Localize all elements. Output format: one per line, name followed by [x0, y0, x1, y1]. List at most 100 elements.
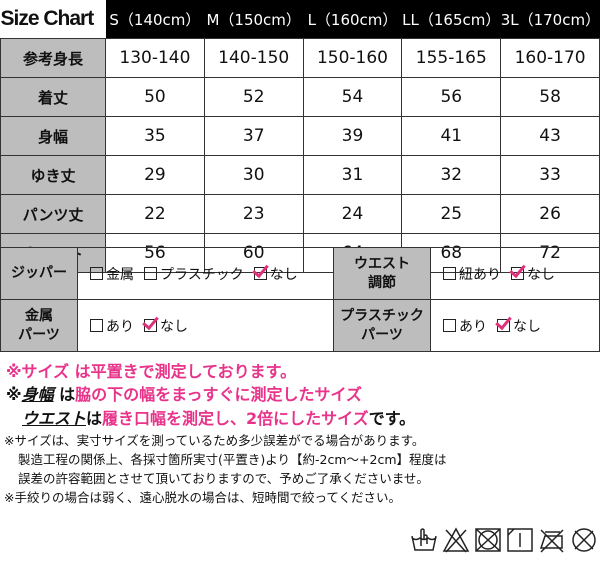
label-line: パーツ	[361, 326, 403, 343]
size-value: 54	[302, 77, 403, 117]
features-table: ジッパー 金属 プラスチック なし ウエスト 調節 紐あり なし 金属 パーツ あり なし …	[0, 247, 600, 352]
zipper-label: ジッパー	[0, 247, 78, 300]
checkbox-option: あり	[90, 318, 134, 335]
option-label: プラスチック	[160, 266, 244, 283]
size-value: 52	[203, 77, 304, 117]
size-value: 150-160	[302, 38, 403, 78]
plastic-parts-label: プラスチック パーツ	[333, 299, 431, 352]
checked-box-icon	[511, 266, 524, 280]
size-value: 30	[203, 155, 304, 195]
zipper-options: 金属 プラスチック なし	[77, 247, 334, 300]
note-mark: ※	[6, 385, 22, 404]
option-label: なし	[160, 318, 188, 335]
option-label: 紐あり	[459, 266, 501, 283]
size-header: M（150cm）	[204, 0, 304, 39]
size-value: 33	[500, 155, 600, 195]
plastic-parts-options: あり なし	[430, 299, 600, 352]
no-dry-clean-icon	[572, 528, 596, 552]
option-label: なし	[269, 266, 298, 283]
option-label: なし	[527, 266, 555, 283]
size-value: 58	[500, 77, 600, 117]
label-line: ウエスト	[354, 255, 410, 272]
row-label: パンツ丈	[0, 194, 106, 234]
checkbox-icon	[443, 318, 456, 332]
size-row: ゆき丈 29 30 31 32 33	[0, 155, 600, 195]
row-label: 着丈	[0, 77, 106, 117]
option-label: あり	[459, 318, 487, 335]
size-header-row: Size Chart S（140cm） M（150cm） L（160cm） LL…	[0, 0, 600, 39]
note-body-width: ※身幅 は脇の下の幅をまっすぐに測定したサイズ	[6, 381, 362, 405]
waist-adjust-options: 紐あり なし	[430, 247, 600, 300]
checkbox-option: 紐あり	[443, 266, 501, 283]
checkbox-icon	[443, 266, 456, 280]
note-term: ウエスト	[22, 409, 87, 428]
note-highlight: 脇の下の幅をまっすぐに測定したサイズ	[75, 385, 363, 404]
note-waist: ウエストは履き口幅を測定し、2倍にしたサイズです。	[22, 405, 415, 429]
no-bleach-icon	[442, 527, 470, 553]
care-icons	[410, 526, 598, 554]
size-value: 35	[105, 116, 205, 156]
size-value: 29	[105, 155, 205, 195]
option-label: なし	[513, 318, 541, 335]
size-row: 着丈 50 52 54 56 58	[0, 77, 600, 117]
size-value: 160-170	[500, 38, 600, 78]
checked-box-icon	[497, 318, 510, 332]
size-value: 37	[203, 116, 304, 156]
metal-parts-options: あり なし	[77, 299, 334, 352]
note-flat-measure: ※サイズ は平置きで測定しております。	[6, 362, 297, 381]
metal-parts-label: 金属 パーツ	[0, 299, 78, 352]
size-value: 140-150	[203, 38, 304, 78]
size-value: 23	[203, 194, 304, 234]
option-label: 金属	[106, 266, 134, 283]
size-chart-title: Size Chart	[0, 0, 106, 39]
hand-wash-icon	[411, 528, 437, 551]
note-text: は	[86, 409, 103, 428]
size-value: 22	[105, 194, 205, 234]
waist-adjust-label: ウエスト 調節	[333, 247, 431, 300]
label-line: 金属	[25, 307, 53, 324]
size-value: 43	[500, 116, 600, 156]
size-value: 31	[302, 155, 403, 195]
size-row: 参考身長 130-140 140-150 150-160 155-165 160-170	[0, 38, 600, 78]
label-line: プラスチック	[340, 307, 424, 324]
checkbox-option: なし	[253, 266, 298, 283]
checkbox-icon	[90, 318, 103, 332]
checkbox-option: あり	[443, 318, 487, 335]
size-value: 56	[401, 77, 502, 117]
checked-box-icon	[253, 266, 267, 280]
note-text: は	[53, 385, 76, 404]
size-chart-table: Size Chart S（140cm） M（150cm） L（160cm） LL…	[0, 0, 600, 273]
size-header: S（140cm）	[105, 0, 205, 39]
row-label: 身幅	[0, 116, 106, 156]
size-value: 25	[401, 194, 502, 234]
note-term: 身幅	[21, 385, 54, 404]
checkbox-icon	[144, 266, 157, 280]
note-small-1: ※サイズは、実寸サイズを測っているため多少誤差がでる場合があります。	[4, 433, 425, 448]
checkbox-option: プラスチック	[144, 266, 244, 283]
note-small-3: 誤差の許容範囲とさせて頂いておりますので、予めご了承くださいませ。	[18, 471, 429, 486]
size-header: 3L（170cm）	[500, 0, 600, 39]
checkbox-option: 金属	[90, 266, 134, 283]
no-tumble-dry-icon	[475, 528, 501, 552]
size-row: パンツ丈 22 23 24 25 26	[0, 194, 600, 234]
size-value: 39	[302, 116, 403, 156]
option-label: あり	[106, 318, 134, 335]
size-value: 130-140	[105, 38, 205, 78]
size-value: 155-165	[401, 38, 502, 78]
note-small-4: ※手絞りの場合は弱く、遠心脱水の場合は、短時間で絞ってください。	[4, 490, 401, 505]
note-text: です。	[368, 409, 416, 428]
no-iron-icon	[539, 529, 564, 553]
size-value: 41	[401, 116, 502, 156]
row-label: 参考身長	[0, 38, 106, 78]
size-value: 50	[105, 77, 205, 117]
checked-box-icon	[144, 318, 157, 332]
checkbox-option: なし	[497, 318, 541, 335]
checkbox-option: なし	[144, 318, 188, 335]
checkbox-icon	[90, 266, 103, 280]
size-header: LL（165cm）	[401, 0, 501, 39]
row-label: ゆき丈	[0, 155, 106, 195]
size-row: 身幅 35 37 39 41 43	[0, 116, 600, 156]
line-dry-icon	[507, 528, 533, 552]
note-highlight: 履き口幅を測定し、2倍にしたサイズ	[102, 409, 369, 428]
label-line: 調節	[368, 274, 396, 291]
